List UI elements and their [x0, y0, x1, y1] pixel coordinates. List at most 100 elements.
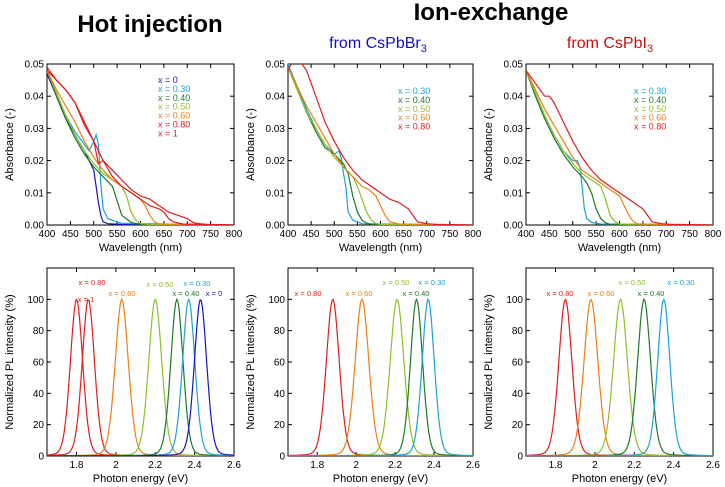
pl-peak-x-060 — [288, 297, 473, 456]
chart-abs-hot-injection: 400 450 500 550 600 650 700 750 800 0.00 0.01 0.02 0… — [4, 60, 243, 255]
series-line-x-030 — [288, 64, 473, 225]
series-line-x-050 — [526, 70, 713, 225]
x-tick-label: 1.8 — [70, 460, 84, 471]
pl-peak-x-030 — [47, 298, 234, 456]
plot-area — [288, 64, 473, 225]
y-tick-label: 0.03 — [25, 124, 45, 135]
series-line-x-040 — [47, 70, 234, 225]
series-line-x-0 — [47, 73, 234, 225]
x-axis-label: Photon energy (eV) — [572, 473, 667, 485]
chart-pl-from-cspbbr3: 1.8 2 2.2 2.4 2.6 0 20 40 60 80 100 Photon energy (… — [245, 267, 480, 485]
x-tick-label: 2.2 — [148, 460, 162, 471]
x-tick-label: 600 — [611, 229, 628, 240]
pl-peak-x-050 — [526, 298, 713, 456]
peak-label-x-080: x = 0.80 — [79, 278, 106, 287]
y-tick-label: 40 — [512, 389, 524, 400]
peak-label-x-0: x = 0 — [206, 289, 222, 298]
series-line-x-1 — [47, 69, 234, 225]
x-tick-label: 400 — [280, 229, 297, 240]
series-line-x-080 — [47, 66, 234, 225]
x-tick-label: 700 — [658, 229, 675, 240]
series-line-x-080 — [288, 64, 473, 225]
y-tick-label: 0.02 — [25, 156, 45, 167]
y-tick-label: 0.02 — [266, 156, 286, 167]
header-from-cspbi3-text: from CsPbI — [567, 35, 647, 52]
x-tick-label: 2.2 — [388, 460, 402, 471]
y-axis-label: Absorbance (-) — [4, 108, 16, 181]
y-tick-label: 20 — [33, 420, 45, 431]
y-tick-label: 80 — [512, 326, 524, 337]
x-tick-label: 500 — [564, 229, 581, 240]
y-tick-label: 20 — [512, 420, 524, 431]
y-tick-label: 0.02 — [504, 156, 524, 167]
pl-peak-x-050 — [47, 298, 234, 456]
y-tick-label: 0.00 — [25, 221, 45, 232]
x-tick-label: 450 — [541, 229, 558, 240]
y-tick-label: 0.04 — [266, 92, 286, 103]
plot-area — [47, 297, 234, 456]
y-tick-label: 0 — [279, 452, 285, 463]
y-tick-label: 40 — [274, 389, 286, 400]
x-tick-label: 2.6 — [466, 460, 480, 471]
pl-peak-x-040 — [526, 297, 713, 456]
legend-x-040: x = 0.40 — [158, 93, 190, 103]
legend-x-060: x = 0.60 — [158, 111, 190, 121]
x-tick-label: 450 — [62, 229, 79, 240]
peak-label-x-060: x = 0.60 — [588, 289, 615, 298]
x-tick-label: 2 — [113, 460, 119, 471]
peak-label-x-040: x = 0.40 — [403, 289, 430, 298]
pl-peak-x-1 — [47, 298, 234, 456]
pl-peak-x-080 — [288, 298, 473, 456]
y-tick-label: 100 — [27, 295, 44, 306]
y-tick-label: 0.01 — [25, 188, 45, 199]
y-tick-label: 0.00 — [504, 221, 524, 232]
y-tick-label: 80 — [33, 326, 45, 337]
pl-peak-x-080 — [47, 298, 234, 456]
legend-x-060: x = 0.60 — [634, 113, 666, 123]
x-axis-label: Wavelength (nm) — [339, 242, 422, 254]
series-line-x-050 — [47, 70, 234, 225]
plot-area — [288, 297, 473, 456]
pl-peak-x-040 — [288, 297, 473, 456]
y-tick-label: 0.05 — [504, 60, 524, 71]
x-axis-label: Wavelength (nm) — [578, 242, 661, 254]
y-tick-label: 0.04 — [25, 92, 45, 103]
y-axis-label: Normalized PL intensity (%) — [245, 294, 257, 429]
x-axis-label: Wavelength (nm) — [99, 242, 182, 254]
y-tick-label: 0.00 — [266, 221, 286, 232]
peak-label-x-060: x = 0.60 — [346, 289, 373, 298]
x-tick-label: 2 — [353, 460, 359, 471]
y-tick-label: 0.03 — [504, 124, 524, 135]
y-tick-label: 60 — [274, 358, 286, 369]
legend-x-030: x = 0.30 — [158, 84, 190, 94]
legend-x-030: x = 0.30 — [634, 86, 666, 96]
x-tick-label: 550 — [588, 229, 605, 240]
x-tick-label: 750 — [202, 229, 219, 240]
pl-peak-x-040 — [47, 297, 234, 456]
header-from-cspbi3: from CsPbI3 — [567, 35, 653, 55]
y-tick-label: 100 — [506, 295, 523, 306]
x-tick-label: 2 — [592, 460, 598, 471]
pl-peak-x-0 — [47, 298, 234, 456]
x-tick-label: 2.6 — [227, 460, 241, 471]
y-tick-label: 0 — [38, 452, 44, 463]
x-tick-label: 700 — [418, 229, 435, 240]
x-tick-label: 800 — [465, 229, 482, 240]
legend-x-030: x = 0.30 — [398, 86, 430, 96]
peak-label-x-050: x = 0.50 — [619, 278, 646, 287]
x-tick-label: 400 — [39, 229, 56, 240]
x-tick-label: 2.4 — [667, 460, 681, 471]
series-line-x-080 — [526, 70, 713, 225]
y-tick-label: 0 — [517, 452, 523, 463]
y-tick-label: 40 — [33, 389, 45, 400]
x-tick-label: 550 — [109, 229, 126, 240]
peak-label-x-1: x = 1 — [78, 295, 94, 304]
x-tick-label: 650 — [156, 229, 173, 240]
x-tick-label: 2.4 — [188, 460, 202, 471]
peak-label-x-080: x = 0.80 — [547, 289, 574, 298]
x-axis-label: Photon energy (eV) — [333, 473, 428, 485]
x-tick-label: 800 — [226, 229, 243, 240]
x-tick-label: 700 — [179, 229, 196, 240]
plot-area — [526, 297, 713, 456]
peak-label-x-030: x = 0.30 — [668, 278, 695, 287]
